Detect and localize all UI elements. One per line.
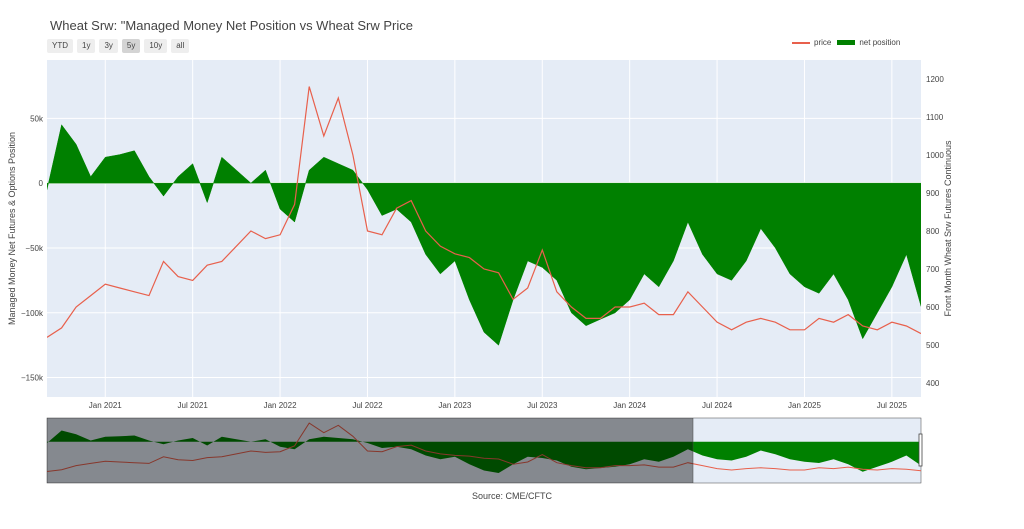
range-selector: YTD 1y 3y 5y 10y all [47,39,190,53]
range-button-all[interactable]: all [171,39,190,53]
y-left-tick-label: −100k [21,309,44,318]
legend-item-price[interactable]: price [792,38,831,47]
range-button-1y[interactable]: 1y [77,39,96,53]
x-tick-label: Jan 2021 [89,401,122,410]
legend-swatch-price [792,41,810,44]
y-left-axis-title: Managed Money Net Futures & Options Posi… [7,132,17,325]
y-right-tick-label: 1100 [926,113,944,122]
x-tick-label: Jan 2022 [264,401,297,410]
chart-title: Wheat Srw: "Managed Money Net Position v… [50,18,413,33]
range-slider-bg [46,417,922,484]
source-note: Source: CME/CFTC [471,491,552,501]
y-right-tick-label: 1000 [926,151,944,160]
price-line [47,86,921,338]
y-left-tick-label: −50k [25,244,44,253]
legend-swatch-net-position [837,40,856,45]
legend-label-price: price [814,38,832,47]
x-tick-label: Jan 2025 [788,401,821,410]
plot-area [47,60,921,397]
x-tick-label: Jul 2021 [178,401,209,410]
range-button-5y[interactable]: 5y [121,39,141,53]
x-tick-label: Jul 2025 [877,401,908,410]
y-right-tick-label: 500 [926,341,940,350]
y-right-tick-label: 600 [926,303,940,312]
y-left-tick-label: 0 [39,179,44,188]
x-tick-label: Jul 2023 [527,401,558,410]
legend: price net position [792,38,900,47]
x-tick-label: Jan 2024 [613,401,646,410]
y-right-axis-title: Front Month Wheat Srw Futures Continuous [943,140,953,317]
y-left-tick-label: 50k [30,114,44,123]
range-slider-mask [47,418,693,483]
y-right-tick-label: 800 [926,227,940,236]
y-right-tick-label: 1200 [926,75,944,84]
net-position-area [47,124,921,346]
x-tick-label: Jul 2024 [702,401,733,410]
y-right-tick-label: 400 [926,379,940,388]
legend-item-net-position[interactable]: net position [837,38,900,47]
y-right-tick-label: 900 [926,189,940,198]
y-left-tick-label: −150k [21,374,44,383]
legend-label-net-position: net position [859,38,901,47]
x-tick-label: Jul 2022 [352,401,383,410]
x-tick-label: Jan 2023 [438,401,471,410]
range-slider-handle [918,433,923,467]
y-right-tick-label: 700 [926,265,940,274]
range-button-10y[interactable]: 10y [144,39,168,53]
range-slider-price-line [47,422,921,472]
range-slider-net-area [47,430,921,473]
range-button-ytd[interactable]: YTD [47,39,73,53]
range-button-3y[interactable]: 3y [99,39,118,53]
